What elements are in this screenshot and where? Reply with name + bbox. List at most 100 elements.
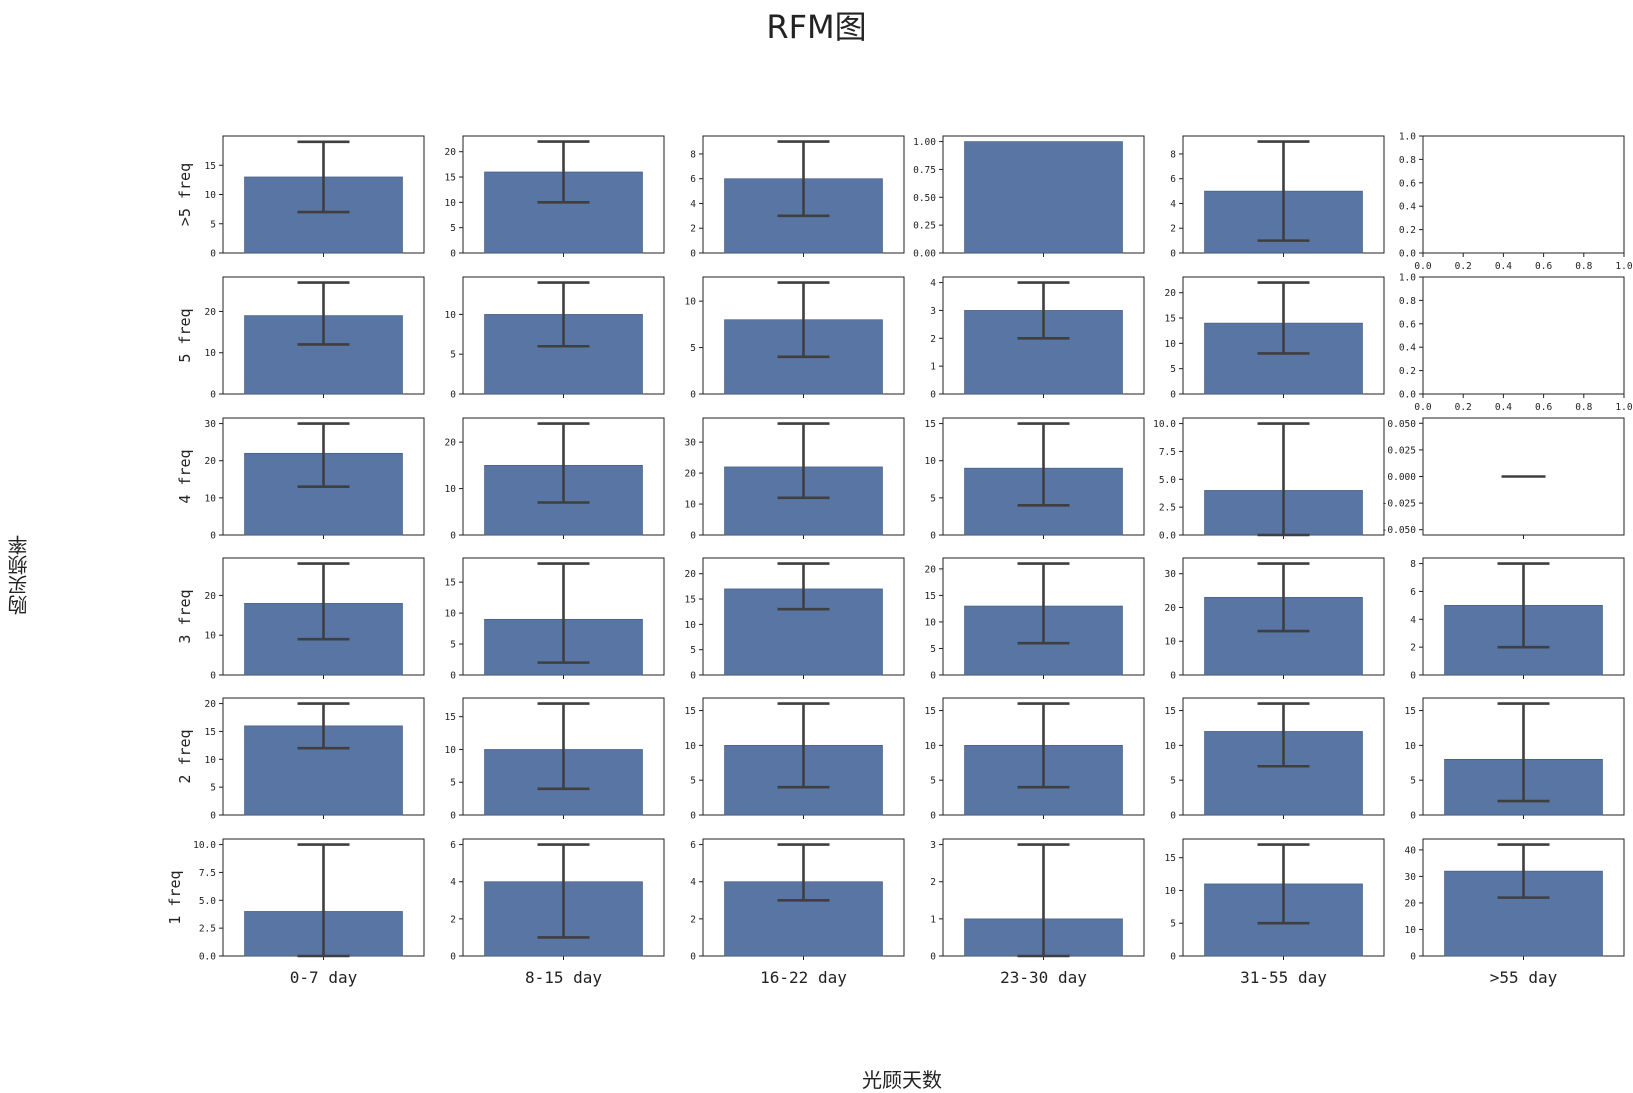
y-tick-label: 10 — [685, 741, 697, 752]
column-label: >55 day — [1490, 968, 1558, 987]
y-tick-label: 0 — [1170, 811, 1176, 822]
x-tick-label: 1.0 — [1615, 402, 1632, 413]
y-tick-label: 5.0 — [1159, 475, 1176, 486]
y-tick-label: -0.025 — [1382, 499, 1416, 510]
y-tick-label: 1.00 — [913, 137, 936, 148]
y-tick-label: 10 — [445, 310, 457, 321]
y-tick-label: 0 — [690, 531, 696, 542]
y-tick-label: 0.6 — [1399, 178, 1416, 189]
y-tick-label: 4 — [450, 877, 456, 888]
y-tick-label: 15 — [685, 706, 696, 717]
y-tick-label: 6 — [450, 840, 456, 851]
y-tick-label: 5 — [930, 776, 936, 787]
y-tick-label: 10 — [1405, 741, 1417, 752]
row-label: 5 freq — [176, 308, 194, 362]
y-tick-label: 30 — [1165, 569, 1177, 580]
y-tick-label: 20 — [1165, 288, 1177, 299]
y-tick-label: 15 — [205, 161, 216, 172]
y-tick-label: 0.0 — [1399, 390, 1416, 401]
y-tick-label: 20 — [205, 699, 217, 710]
y-tick-label: 3 — [930, 306, 936, 317]
row-label: >5 freq — [176, 163, 194, 226]
y-tick-label: 4 — [690, 877, 696, 888]
y-tick-label: 0.75 — [913, 165, 936, 176]
y-tick-label: 10 — [205, 190, 217, 201]
y-tick-label: 20 — [205, 456, 217, 467]
y-tick-label: 15 — [1165, 314, 1176, 325]
y-tick-label: 5 — [690, 645, 696, 656]
y-tick-label: 2 — [690, 914, 696, 925]
y-tick-label: 2.5 — [1159, 503, 1176, 514]
row-label: 4 freq — [176, 449, 194, 503]
x-tick-label: 0.2 — [1455, 261, 1472, 272]
y-tick-label: 5 — [450, 223, 456, 234]
y-tick-label: 4 — [930, 278, 936, 289]
y-tick-label: 2 — [1410, 643, 1416, 654]
x-axis-label: 光顾天数 — [862, 1068, 942, 1092]
y-tick-label: 20 — [445, 438, 457, 449]
y-tick-label: 10 — [1165, 339, 1177, 350]
y-tick-label: 0 — [690, 952, 696, 963]
y-tick-label: 6 — [690, 840, 696, 851]
y-tick-label: 10 — [685, 620, 697, 631]
y-tick-label: 0.25 — [913, 221, 936, 232]
y-tick-label: 1.0 — [1399, 132, 1416, 143]
y-tick-label: 0 — [690, 671, 696, 682]
y-tick-label: 10 — [925, 741, 937, 752]
row-label: 2 freq — [176, 729, 194, 783]
y-tick-label: 1 — [930, 914, 936, 925]
y-tick-label: 0 — [1410, 671, 1416, 682]
y-tick-label: 0.4 — [1399, 202, 1416, 213]
y-tick-label: 0.50 — [913, 193, 936, 204]
y-tick-label: 5 — [930, 644, 936, 655]
y-tick-label: 5 — [930, 493, 936, 504]
row-label: 3 freq — [176, 589, 194, 643]
y-tick-label: 0 — [450, 671, 456, 682]
y-tick-label: 20 — [685, 569, 697, 580]
y-tick-label: 0.6 — [1399, 319, 1416, 330]
x-tick-label: 0.4 — [1495, 261, 1512, 272]
y-tick-label: 2 — [930, 877, 936, 888]
y-tick-label: 20 — [205, 307, 217, 318]
y-tick-label: 5 — [1170, 364, 1176, 375]
x-tick-label: 0.0 — [1414, 402, 1431, 413]
x-tick-label: 0.4 — [1495, 402, 1512, 413]
y-tick-label: 10 — [205, 631, 217, 642]
y-tick-label: 15 — [1165, 853, 1176, 864]
y-tick-label: 0 — [1170, 390, 1176, 401]
y-tick-label: 10 — [445, 484, 457, 495]
y-tick-label: 10 — [1165, 637, 1177, 648]
y-tick-label: 5 — [1410, 776, 1416, 787]
y-tick-label: 10 — [685, 297, 697, 308]
y-tick-label: 15 — [1405, 706, 1416, 717]
row-label: 1 freq — [166, 870, 184, 924]
axes-frame — [1422, 276, 1625, 395]
column-label: 31-55 day — [1240, 968, 1327, 987]
y-tick-label: 2.5 — [199, 924, 216, 935]
y-tick-label: 7.5 — [1159, 447, 1176, 458]
x-tick-label: 0.8 — [1575, 261, 1592, 272]
y-tick-label: 20 — [205, 591, 217, 602]
y-tick-label: 0 — [210, 671, 216, 682]
y-tick-label: 2 — [1170, 224, 1176, 235]
y-tick-label: 10 — [205, 755, 217, 766]
y-tick-label: 15 — [445, 712, 456, 723]
y-tick-label: 0 — [690, 249, 696, 260]
y-tick-label: 0 — [690, 390, 696, 401]
y-tick-label: 10.0 — [1153, 419, 1176, 430]
x-tick-label: 0.6 — [1535, 402, 1552, 413]
y-tick-label: 0 — [450, 811, 456, 822]
y-tick-label: 20 — [685, 469, 697, 480]
y-tick-label: 10 — [685, 500, 697, 511]
y-tick-label: 0 — [1170, 952, 1176, 963]
y-tick-label: 0.0 — [1399, 249, 1416, 260]
y-tick-label: 5 — [450, 350, 456, 361]
y-tick-label: 8 — [690, 149, 696, 160]
y-tick-label: 10 — [445, 745, 457, 756]
y-tick-label: 0 — [1170, 671, 1176, 682]
y-tick-label: 10 — [925, 456, 937, 467]
y-tick-label: 0.050 — [1387, 419, 1416, 430]
y-tick-label: 15 — [205, 727, 216, 738]
y-tick-label: 10 — [1165, 741, 1177, 752]
y-tick-label: 6 — [1410, 587, 1416, 598]
